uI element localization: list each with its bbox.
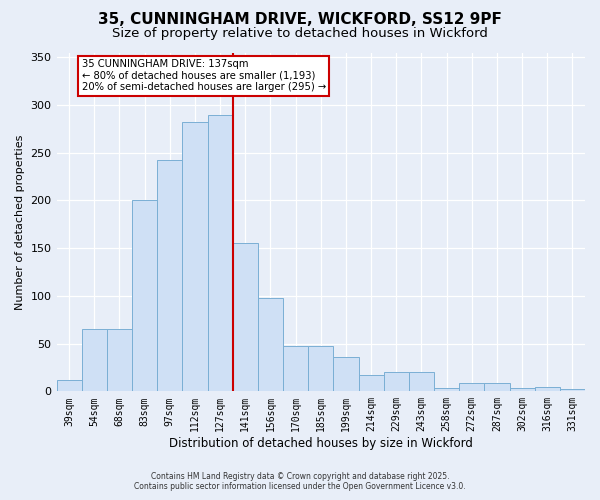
Bar — [409, 372, 434, 392]
Text: Contains HM Land Registry data © Crown copyright and database right 2025.
Contai: Contains HM Land Registry data © Crown c… — [134, 472, 466, 491]
Bar — [132, 200, 157, 392]
Bar — [157, 160, 182, 392]
Bar — [535, 386, 560, 392]
Bar — [82, 330, 107, 392]
Bar — [383, 372, 409, 392]
Bar — [182, 122, 208, 392]
Bar — [459, 382, 484, 392]
Bar — [56, 380, 82, 392]
Bar — [484, 382, 509, 392]
Bar — [509, 388, 535, 392]
Bar — [308, 346, 334, 392]
Bar — [208, 116, 233, 392]
Text: Size of property relative to detached houses in Wickford: Size of property relative to detached ho… — [112, 28, 488, 40]
Bar — [258, 298, 283, 392]
Text: 35, CUNNINGHAM DRIVE, WICKFORD, SS12 9PF: 35, CUNNINGHAM DRIVE, WICKFORD, SS12 9PF — [98, 12, 502, 28]
Bar — [283, 346, 308, 392]
Y-axis label: Number of detached properties: Number of detached properties — [15, 134, 25, 310]
Bar — [233, 244, 258, 392]
X-axis label: Distribution of detached houses by size in Wickford: Distribution of detached houses by size … — [169, 437, 473, 450]
Bar — [334, 357, 359, 392]
Bar — [560, 390, 585, 392]
Bar — [107, 330, 132, 392]
Bar — [359, 375, 383, 392]
Text: 35 CUNNINGHAM DRIVE: 137sqm
← 80% of detached houses are smaller (1,193)
20% of : 35 CUNNINGHAM DRIVE: 137sqm ← 80% of det… — [82, 59, 326, 92]
Bar — [434, 388, 459, 392]
